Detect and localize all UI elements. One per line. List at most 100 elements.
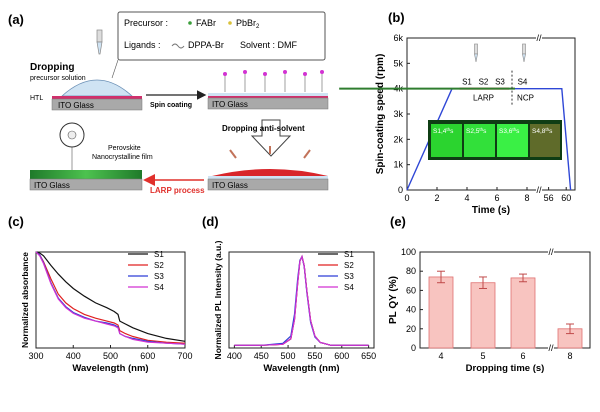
antisolvent-layer: [212, 169, 328, 176]
substrate-4: ITO Glass Perovskite Nanocrystalline fil…: [29, 122, 153, 191]
rising-ligands: [223, 70, 324, 76]
x-axis-label: Wavelength (nm): [72, 363, 148, 374]
larp-label: LARP: [473, 94, 494, 103]
axis-break-mark: //: [548, 343, 554, 353]
legend-label-S1: S1: [344, 250, 354, 259]
bar-4: [428, 276, 454, 349]
fabr-dot-icon: [188, 21, 192, 25]
substrate-1: HTL ITO Glass: [30, 59, 143, 111]
evaporation-arrows: [229, 146, 311, 159]
y-tick-label: 80: [406, 266, 416, 276]
inset-label-4: S4,8ths: [532, 127, 553, 135]
inset-label-2: S2,5ths: [466, 127, 487, 135]
y-axis-label: Normalized PL Intensity (a.u.): [213, 240, 223, 359]
y-tick-label: 5k: [393, 58, 403, 68]
axis-break-gap-top: [536, 34, 542, 42]
y-axis-label: Normalized absorbance: [20, 252, 30, 348]
series-S4: [35, 251, 186, 345]
y-tick-label: 0: [411, 343, 416, 353]
panel-a-label: (a): [8, 12, 24, 27]
pipette-icon: [96, 29, 103, 55]
chart-e: // // 0 20 40 60 80 100 4 5 6 8 Dropping time (s) PL …: [388, 247, 591, 374]
plot-frame: [406, 37, 576, 191]
down-arrow-icon: [250, 119, 292, 157]
ligand-squiggle-icon: [171, 43, 185, 49]
film-label-2: Nanocrystalline film: [92, 154, 153, 161]
y-tick-label: 20: [406, 324, 416, 334]
legend-dppa: DPPA-Br: [188, 40, 224, 50]
reagent-legend: Precursor : FABr PbBr2 Ligands : DPPA-Br…: [117, 11, 326, 61]
y-tick-label: 6k: [393, 33, 403, 43]
plot-frame: [419, 251, 591, 349]
x-tick-label: 6: [494, 193, 499, 203]
y-tick-label: 3k: [393, 109, 403, 119]
x-tick-label: 56: [544, 193, 554, 203]
x-tick-label: 600: [140, 351, 155, 361]
perovskite-film: [30, 170, 142, 179]
x-axis-label: Wavelength (nm): [263, 363, 339, 374]
x-tick-label: 4: [464, 193, 469, 203]
x-tick-label: 700: [177, 351, 192, 361]
y-tick-label: 40: [406, 305, 416, 315]
x-tick-label: 5: [480, 351, 485, 361]
legend-label-S3: S3: [154, 272, 164, 281]
x-tick-label: 550: [307, 351, 322, 361]
sample-label-2: S2: [479, 78, 489, 87]
legend-label-S3: S3: [344, 272, 354, 281]
ncp-label: NCP: [517, 94, 534, 103]
series-S4: [234, 254, 369, 346]
x-tick-label: 8: [524, 193, 529, 203]
x-tick-label: 500: [103, 351, 118, 361]
pipette-icon: [474, 43, 478, 55]
x-tick-label: 4: [438, 351, 443, 361]
sample-label-4: S4: [518, 78, 528, 87]
inset-label-3: S3,6ths: [499, 127, 520, 135]
ito-label: ITO Glass: [58, 101, 94, 110]
ito-label: ITO Glass: [212, 100, 248, 109]
axis-break-mark: //: [536, 185, 542, 195]
x-tick-label: 60: [561, 193, 571, 203]
dropping-label: Dropping: [30, 62, 74, 73]
ito-label: ITO Glass: [34, 181, 70, 190]
y-tick-label: 1k: [393, 160, 403, 170]
x-tick-label: 450: [254, 351, 269, 361]
x-tick-label: 8: [567, 351, 572, 361]
x-tick-label: 300: [28, 351, 43, 361]
films-photo-inset: S1,4ths S2,5ths S3,6ths S4,8ths: [428, 120, 562, 160]
legend-label-S2: S2: [154, 261, 164, 270]
larp-process-label: LARP process: [150, 186, 205, 195]
pipette-tip-icon: [522, 53, 526, 63]
x-axis-label: Dropping time (s): [466, 363, 545, 374]
substrate-2: ITO Glass: [207, 70, 329, 110]
antisolvent-label: Dropping anti-solvent: [222, 124, 305, 133]
y-tick-label: 100: [401, 247, 416, 257]
ito-label: ITO Glass: [212, 181, 248, 190]
dropping-sub-label: precursor solution: [30, 75, 86, 82]
legend-label-S2: S2: [344, 261, 354, 270]
panel-c-label: (c): [8, 214, 24, 229]
plot-frame: [228, 251, 375, 349]
htl-label: HTL: [30, 95, 43, 102]
x-axis-label: Time (s): [472, 205, 510, 216]
bar-5: [470, 282, 496, 349]
bar-6: [510, 277, 536, 349]
legend-label-S1: S1: [154, 250, 164, 259]
x-tick-label: 400: [227, 351, 242, 361]
y-tick-label: 60: [406, 285, 416, 295]
legend-fabr: FABr: [196, 18, 216, 28]
precursor-droplet: [60, 79, 134, 97]
x-tick-label: 600: [334, 351, 349, 361]
chart-d: 400 450 500 550 600 650 Wavelength (nm) Normali…: [213, 240, 376, 374]
chart-c: 300 400 500 600 700 Wavelength (nm) Normalized…: [20, 250, 193, 374]
series-S1: [35, 251, 186, 342]
x-tick-label: 0: [404, 193, 409, 203]
legend-pbbr2: PbBr2: [236, 18, 260, 30]
panel-a: (a) Precursor : FABr PbBr2 Ligands : DPP…: [8, 11, 329, 195]
pipette-tip-icon: [474, 53, 478, 63]
x-tick-label: 6: [520, 351, 525, 361]
y-axis-label: Spin-coating speed (rpm): [375, 54, 386, 175]
pbbr2-dot-icon: [228, 21, 232, 25]
legend-label-S4: S4: [344, 283, 354, 292]
